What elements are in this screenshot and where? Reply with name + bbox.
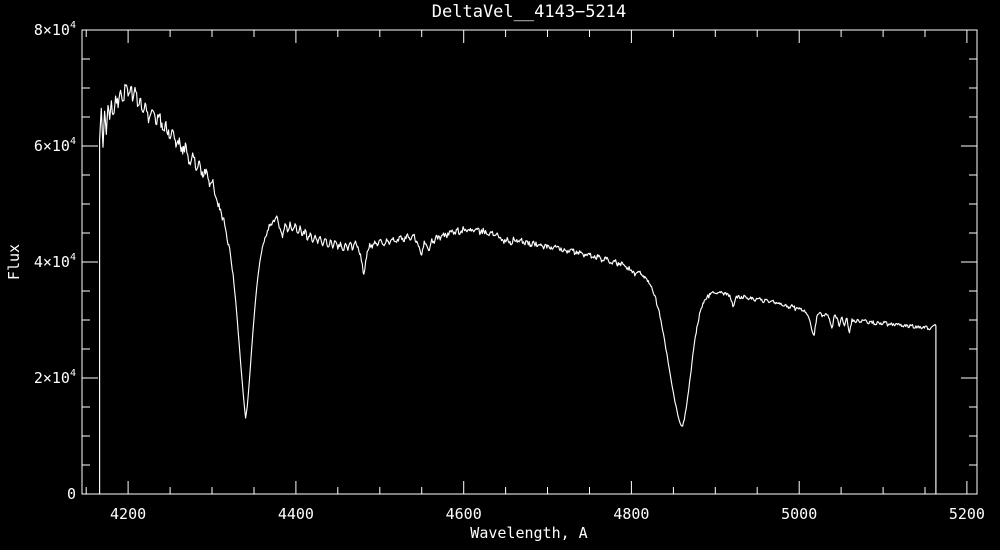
y-tick-label: 4×104 [34, 252, 76, 271]
y-tick-label: 8×104 [34, 20, 76, 39]
x-axis-label: Wavelength, A [470, 524, 587, 542]
spectrum-line [99, 83, 937, 494]
tick-labels: 4200 4400 4600 4800 5000 5200 0 2×104 4×104 6×104… [34, 20, 985, 523]
chart-title: DeltaVel__4143−5214 [432, 2, 626, 22]
axes [81, 29, 978, 495]
y-tick-label: 2×104 [34, 368, 76, 387]
y-tick-label: 6×104 [34, 136, 76, 155]
x-tick-label: 5000 [781, 505, 817, 523]
y-tick-label: 0 [67, 485, 76, 503]
y-axis-label: Flux [5, 244, 23, 280]
x-tick-label: 5200 [949, 505, 985, 523]
x-tick-label: 4800 [613, 505, 649, 523]
x-tick-label: 4600 [446, 505, 482, 523]
x-tick-label: 4400 [278, 505, 314, 523]
x-tick-label: 4200 [110, 505, 146, 523]
